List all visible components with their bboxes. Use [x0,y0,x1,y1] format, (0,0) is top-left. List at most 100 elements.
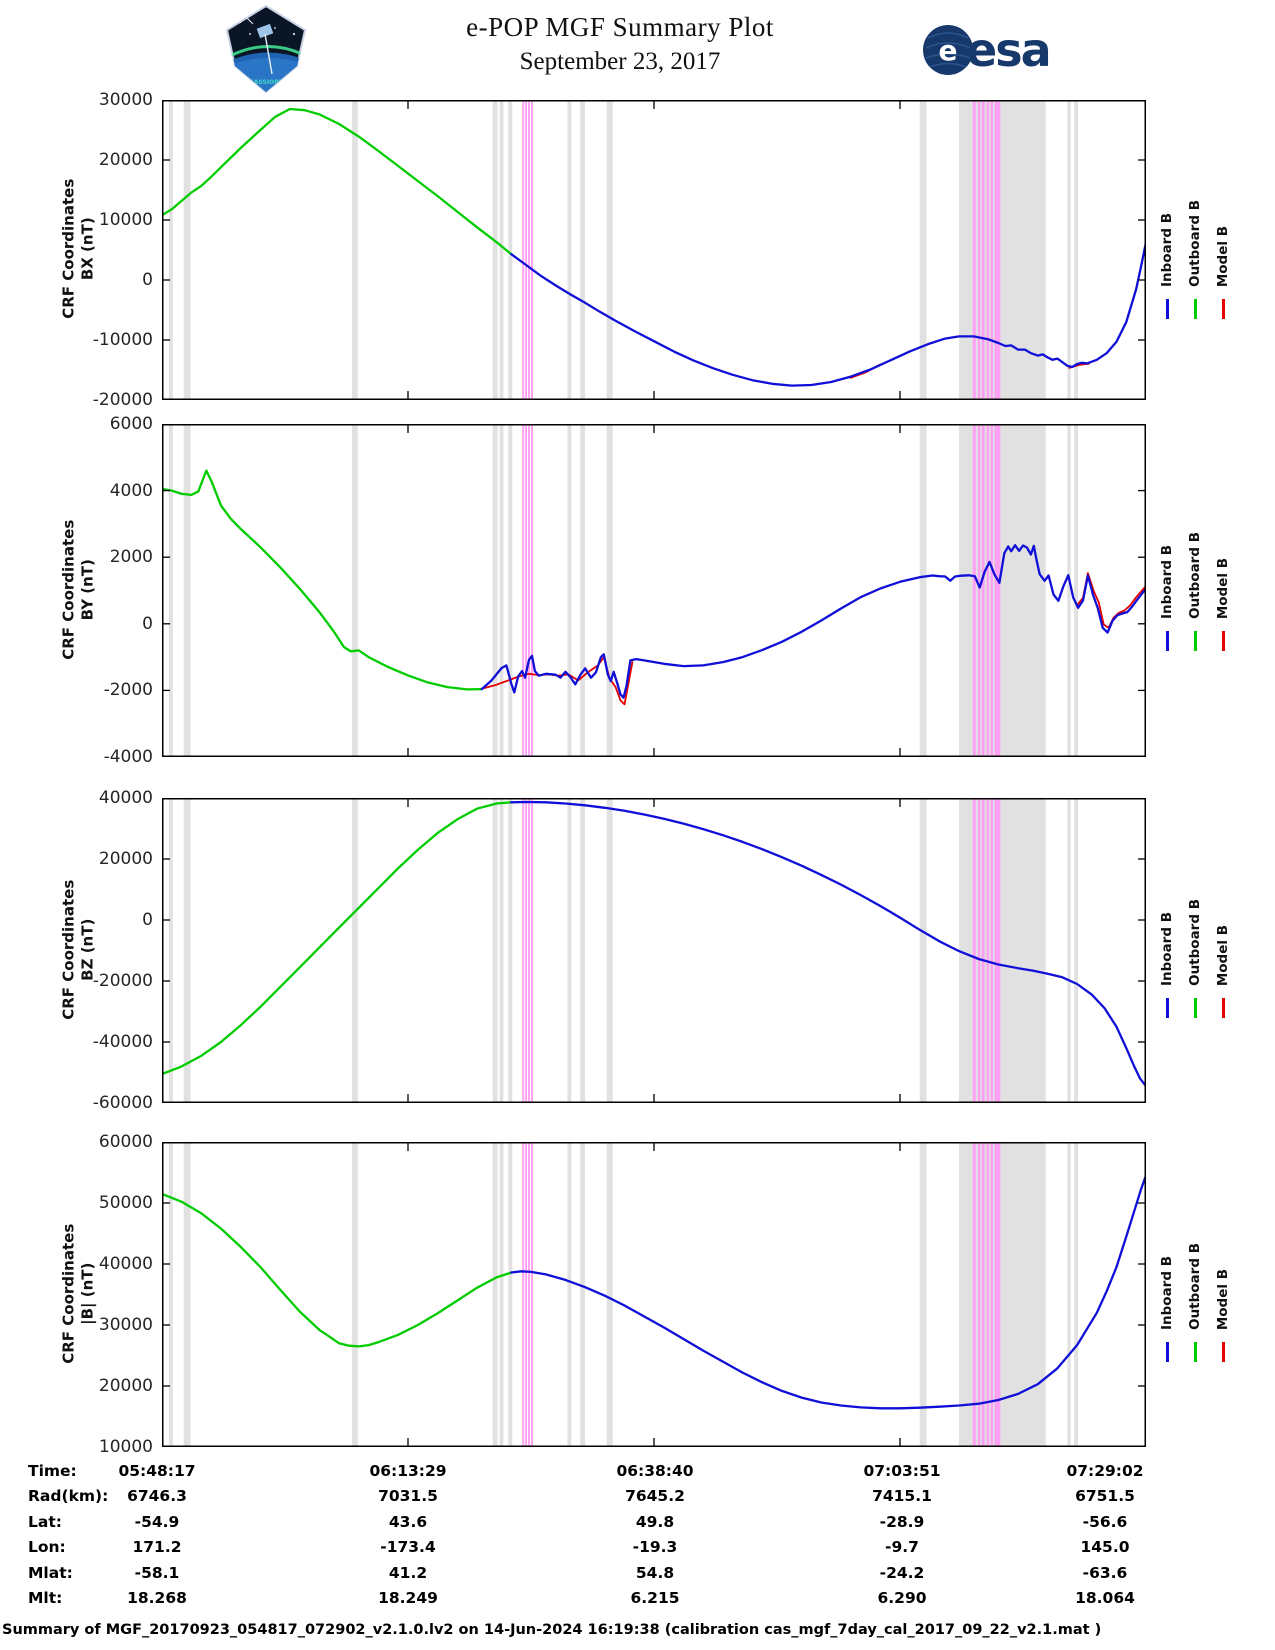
legend-label: Model B [1215,558,1231,620]
legend-label: Model B [1215,925,1231,987]
event-band-magenta [994,798,1001,1103]
event-band-gray [919,798,927,1103]
event-band-gray [492,424,498,757]
legend-color-dash [1193,1342,1197,1363]
bz-legend: Inboard B Outboard B Model B [1156,874,1234,1019]
event-band-gray [606,424,613,757]
event-band-magenta [977,1142,981,1447]
event-band-gray [508,100,513,400]
table-value: 05:48:17 [118,1462,196,1480]
row-label: Mlt: [28,1589,63,1607]
plot-frame [162,100,1146,400]
event-band-magenta [528,798,531,1103]
event-band-magenta [986,798,990,1103]
table-value: 171.2 [132,1538,182,1557]
event-band-magenta [522,100,525,400]
event-band-gray [1067,798,1071,1103]
axis-label-line1: CRF Coordinates [59,519,78,660]
event-band-magenta [528,1142,531,1447]
event-band-magenta [994,1142,1001,1447]
table-value: 43.6 [388,1512,428,1531]
title-block: e-POP MGF Summary Plot September 23, 201… [300,12,940,76]
bx-legend: Inboard B Outboard B Model B [1156,175,1234,319]
table-value: 18.249 [378,1589,438,1607]
event-band-gray [919,1142,927,1447]
y-tick-label: -4000 [103,747,153,767]
event-band-magenta [528,100,531,400]
legend-label: Inboard B [1159,545,1175,620]
row-label: Lat: [28,1512,62,1531]
inboard-b-curve [510,800,1146,1088]
event-band-magenta [990,424,993,757]
event-band-gray [1067,1142,1071,1447]
table-value: -63.6 [1082,1563,1128,1582]
bz-plot [162,798,1146,1103]
event-band-magenta [972,798,976,1103]
legend-color-dash [1165,998,1169,1019]
row-label: Mlat: [28,1563,73,1582]
legend-entry: Outboard B [1184,507,1206,652]
legend-label: Outboard B [1187,532,1203,620]
plot-frame [162,424,1146,757]
legend-color-dash [1193,631,1197,652]
event-band-magenta [977,798,981,1103]
event-band-gray [1074,100,1079,400]
row-label: Lon: [28,1538,66,1557]
table-row: Mlat: -58.1 41.2 54.8 -24.2 -63.6 [0,1564,1275,1589]
event-band-gray [606,1142,613,1447]
event-band-magenta [522,424,525,757]
table-row: Lon: 171.2 -173.4 -19.3 -9.7 145.0 [0,1538,1275,1563]
outboard-b-curve [162,107,513,256]
event-band-magenta [981,424,985,757]
legend-label: Outboard B [1187,1243,1203,1331]
table-value: -54.9 [134,1512,180,1531]
legend-entry: Model B [1212,175,1234,319]
event-band-gray [606,798,613,1103]
y-tick-label: 4000 [109,480,153,501]
y-tick-label: 30000 [98,90,153,110]
event-band-magenta [994,424,1001,757]
event-band-gray [1074,424,1079,757]
y-tick-label: 10000 [98,1437,153,1457]
bx-axis-label: CRF Coordinates BX (nT) [8,179,128,319]
event-band-magenta [981,100,985,400]
table-value: 6.290 [877,1589,927,1607]
by-legend: Inboard B Outboard B Model B [1156,507,1234,652]
event-band-magenta [522,798,525,1103]
table-value: 54.8 [635,1563,675,1582]
event-band-magenta [531,424,533,757]
legend-color-dash [1165,1342,1169,1363]
event-band-gray [499,100,504,400]
table-value: -19.3 [632,1538,678,1557]
event-band-magenta [525,1142,528,1447]
event-band-gray [919,424,927,757]
legend-label: Inboard B [1159,213,1175,287]
esa-globe-icon: e [922,24,974,76]
table-value: 18.064 [1075,1589,1135,1607]
table-value: 06:13:29 [369,1462,447,1480]
legend-label: Inboard B [1159,912,1175,987]
y-tick-label: -60000 [92,1093,153,1113]
event-band-magenta [986,1142,990,1447]
event-band-gray [168,100,173,400]
y-tick-label: 0 [142,910,153,930]
bmag-axis-label: CRF Coordinates |B| (nT) [8,1223,128,1363]
table-value: 49.8 [635,1512,675,1531]
event-band-magenta [981,798,985,1103]
event-band-gray [1067,100,1071,400]
legend-label: Model B [1215,1269,1231,1331]
bx-plot [162,100,1146,400]
legend-entry: Model B [1212,874,1234,1019]
y-tick-label: 20000 [98,150,153,170]
table-value: 07:29:02 [1066,1462,1144,1480]
event-band-gray [508,798,513,1103]
table-value: 7031.5 [378,1487,438,1506]
event-band-gray [499,1142,504,1447]
event-band-magenta [531,1142,533,1447]
bmag-plot [162,1142,1146,1447]
table-value: 18.268 [127,1589,187,1607]
axis-label-line2: BY (nT) [78,558,96,620]
legend-entry: Inboard B [1156,507,1178,652]
y-tick-label: 40000 [98,1254,153,1274]
